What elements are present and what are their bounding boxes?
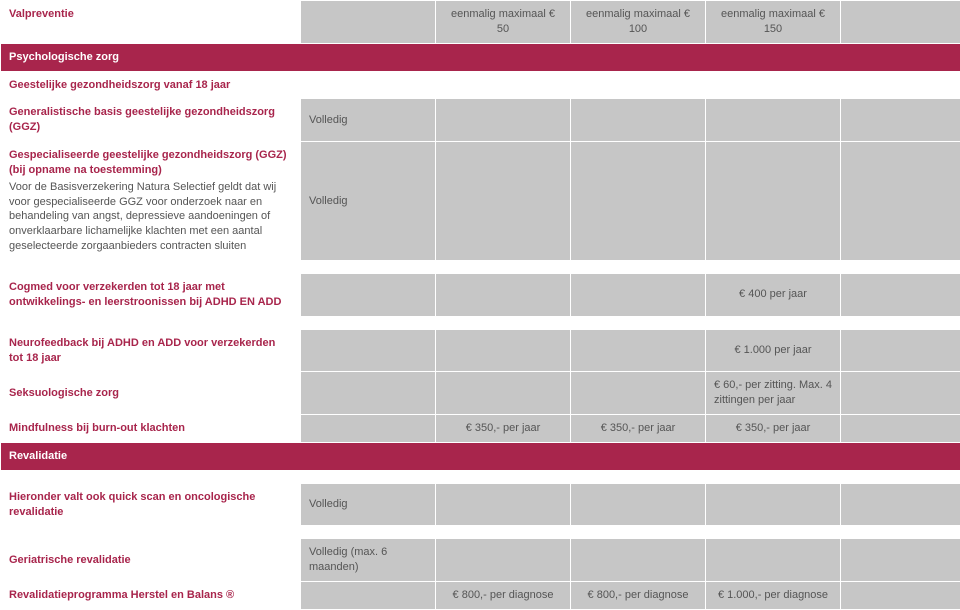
cell [841, 1, 960, 44]
cell [436, 142, 571, 261]
label: Generalistische basis geestelijke gezond… [1, 99, 301, 142]
label-note: Voor de Basisverzekering Natura Selectie… [9, 180, 292, 254]
cell: Volledig [301, 142, 436, 261]
cell [436, 329, 571, 372]
row-cogmed: Cogmed voor verzekerden tot 18 jaar met … [1, 273, 960, 316]
cell [301, 1, 436, 44]
section-header: Psychologische zorg [1, 43, 960, 71]
cell [841, 415, 960, 443]
label: Geriatrische revalidatie [1, 539, 301, 582]
cell [571, 99, 706, 142]
cell: eenmalig maximaal € 50 [436, 1, 571, 44]
cell [571, 273, 706, 316]
row-generalistische: Generalistische basis geestelijke gezond… [1, 99, 960, 142]
row-psych-header: Psychologische zorg [1, 43, 960, 71]
cell [571, 539, 706, 582]
cell: € 1.000,- per diagnose [706, 582, 841, 610]
spacer [1, 260, 960, 273]
cell [571, 329, 706, 372]
section-header: Revalidatie [1, 442, 960, 470]
cell [841, 273, 960, 316]
spacer [1, 316, 960, 329]
cell [841, 372, 960, 415]
cell: Volledig (max. 6 maanden) [301, 539, 436, 582]
cell [841, 582, 960, 610]
cell: € 60,- per zitting. Max. 4 zittingen per… [706, 372, 841, 415]
cell [436, 372, 571, 415]
cell [571, 483, 706, 526]
label: Neurofeedback bij ADHD en ADD voor verze… [1, 329, 301, 372]
cell: € 1.000 per jaar [706, 329, 841, 372]
label-valpreventie: Valpreventie [1, 1, 301, 44]
label: Cogmed voor verzekerden tot 18 jaar met … [1, 273, 301, 316]
coverage-table: Valpreventie eenmalig maximaal € 50 eenm… [0, 0, 960, 610]
label: Mindfulness bij burn-out klachten [1, 415, 301, 443]
row-geriatrische: Geriatrische revalidatie Volledig (max. … [1, 539, 960, 582]
row-neurofeedback: Neurofeedback bij ADHD en ADD voor verze… [1, 329, 960, 372]
cell [301, 582, 436, 610]
cell [436, 99, 571, 142]
cell: € 800,- per diagnose [436, 582, 571, 610]
row-geestelijke18: Geestelijke gezondheidszorg vanaf 18 jaa… [1, 71, 960, 99]
cell [706, 539, 841, 582]
cell [706, 483, 841, 526]
cell [571, 142, 706, 261]
cell [841, 142, 960, 261]
cell [301, 372, 436, 415]
cell: € 400 per jaar [706, 273, 841, 316]
label: Revalidatieprogramma Herstel en Balans ® [1, 582, 301, 610]
row-herstel: Revalidatieprogramma Herstel en Balans ®… [1, 582, 960, 610]
spacer [1, 470, 960, 483]
cell: € 800,- per diagnose [571, 582, 706, 610]
cell [841, 329, 960, 372]
cell: € 350,- per jaar [706, 415, 841, 443]
cell [301, 273, 436, 316]
label: Seksuologische zorg [1, 372, 301, 415]
cell [436, 483, 571, 526]
row-valpreventie: Valpreventie eenmalig maximaal € 50 eenm… [1, 1, 960, 44]
cell [436, 273, 571, 316]
row-gespecialiseerde: Gespecialiseerde geestelijke gezondheids… [1, 142, 960, 261]
cell [706, 99, 841, 142]
label: Hieronder valt ook quick scan en oncolog… [1, 483, 301, 526]
cell [841, 483, 960, 526]
cell [301, 329, 436, 372]
cell: € 350,- per jaar [436, 415, 571, 443]
cell: € 350,- per jaar [571, 415, 706, 443]
label: Geestelijke gezondheidszorg vanaf 18 jaa… [1, 71, 960, 99]
cell: eenmalig maximaal € 100 [571, 1, 706, 44]
row-seksuologische: Seksuologische zorg € 60,- per zitting. … [1, 372, 960, 415]
cell [841, 539, 960, 582]
row-quickscan: Hieronder valt ook quick scan en oncolog… [1, 483, 960, 526]
cell [436, 539, 571, 582]
cell [841, 99, 960, 142]
spacer [1, 526, 960, 539]
cell: Volledig [301, 99, 436, 142]
cell [706, 142, 841, 261]
label-block: Gespecialiseerde geestelijke gezondheids… [1, 142, 301, 261]
row-revalidatie-header: Revalidatie [1, 442, 960, 470]
cell: eenmalig maximaal € 150 [706, 1, 841, 44]
cell [301, 415, 436, 443]
cell: Volledig [301, 483, 436, 526]
label-bold: Gespecialiseerde geestelijke gezondheids… [9, 148, 292, 178]
row-mindfulness: Mindfulness bij burn-out klachten € 350,… [1, 415, 960, 443]
cell [571, 372, 706, 415]
